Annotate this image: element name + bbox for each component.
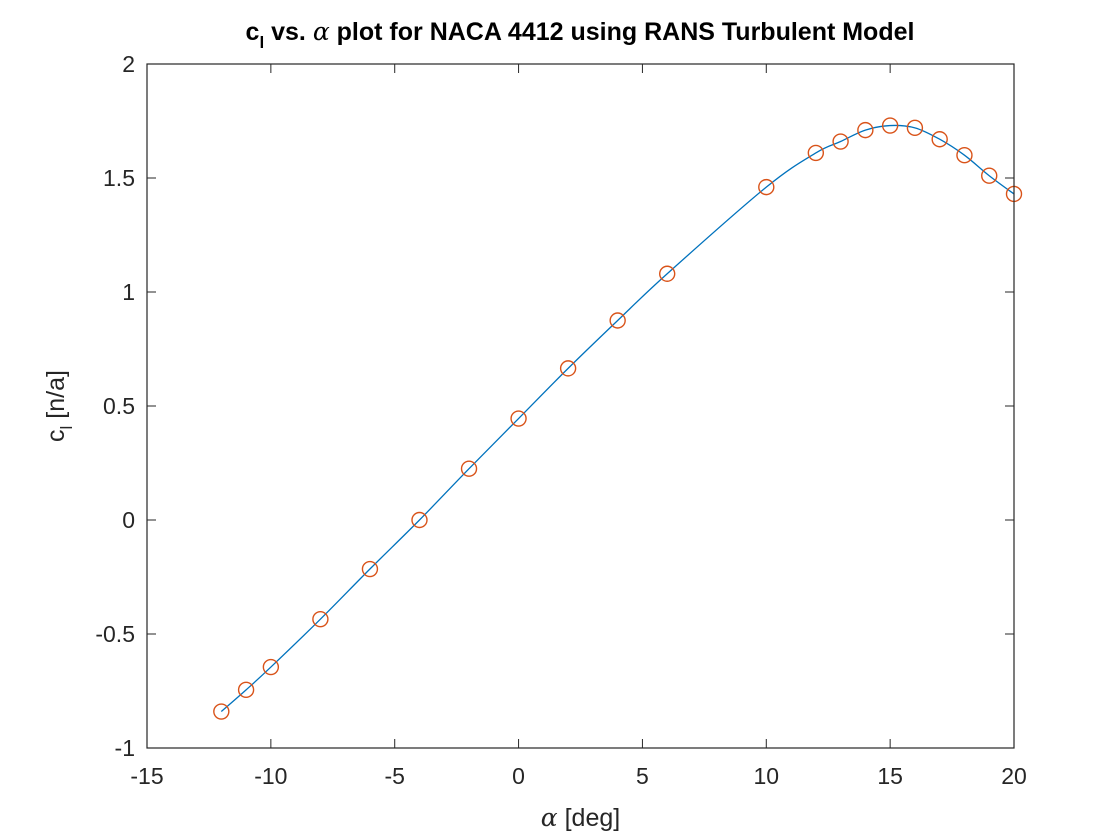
x-tick-label: 10	[753, 763, 779, 789]
title-subscript: l	[259, 33, 264, 52]
x-tick-label: 20	[1001, 763, 1027, 789]
chart-title: cl vs. α plot for NACA 4412 using RANS T…	[246, 17, 915, 52]
data-point-marker	[559, 360, 577, 377]
data-point-marker	[906, 119, 924, 137]
y-tick-label: 1	[122, 279, 135, 305]
data-point-marker	[411, 511, 428, 529]
plot-area: -15 -10 -5 0 5 10 15 20 -1 -0.5 0 0.5 1 1.5 2	[95, 51, 1026, 789]
data-point-marker	[609, 312, 626, 329]
x-tick-label: -10	[254, 763, 287, 789]
x-tick-label: -15	[130, 763, 163, 789]
data-point-marker	[213, 703, 230, 720]
y-axis-symbol: c	[42, 429, 70, 442]
data-point-marker	[956, 146, 973, 164]
data-point-marker	[832, 133, 849, 150]
data-point-marker	[659, 265, 676, 282]
y-tick-label: 0.5	[103, 393, 135, 419]
x-axis-alpha: α	[541, 803, 558, 832]
x-tick-label: -5	[384, 763, 404, 789]
title-middle: vs.	[264, 18, 313, 46]
data-point-marker	[237, 681, 255, 699]
x-tick-label: 0	[512, 763, 525, 789]
data-point-marker	[361, 560, 379, 578]
y-axis-subscript: l	[57, 426, 76, 430]
x-axis-label-text: [deg]	[558, 804, 621, 832]
data-point-marker	[758, 178, 775, 196]
title-symbol: c	[246, 18, 260, 46]
cl-curve-line	[220, 124, 1015, 713]
ticks-layer: -15 -10 -5 0 5 10 15 20 -1 -0.5 0 0.5 1 1.5 2	[95, 51, 1026, 789]
y-tick-label: 2	[122, 51, 135, 77]
title-rest: plot for NACA 4412 using RANS Turbulent …	[330, 18, 915, 46]
data-point-marker	[857, 121, 874, 139]
data-point-marker	[312, 610, 329, 628]
data-point-marker	[881, 117, 899, 134]
data-point-marker	[931, 131, 948, 148]
data-point-marker	[510, 410, 527, 427]
y-tick-label: 1.5	[103, 165, 135, 191]
data-point-marker	[460, 460, 478, 477]
y-axis-label: cl [n/a]	[42, 370, 76, 442]
x-tick-label: 15	[877, 763, 903, 789]
data-point-marker	[807, 144, 825, 162]
series-layer	[213, 117, 1023, 720]
data-point-marker	[981, 167, 998, 184]
title-alpha: α	[313, 17, 330, 46]
y-tick-label: 0	[122, 507, 135, 533]
y-tick-label: -1	[115, 735, 135, 761]
data-point-marker	[262, 658, 280, 676]
x-tick-label: 5	[636, 763, 649, 789]
y-axis-label-text: [n/a]	[42, 370, 70, 426]
y-tick-label: -0.5	[95, 621, 135, 647]
x-axis-label: α [deg]	[541, 803, 620, 832]
